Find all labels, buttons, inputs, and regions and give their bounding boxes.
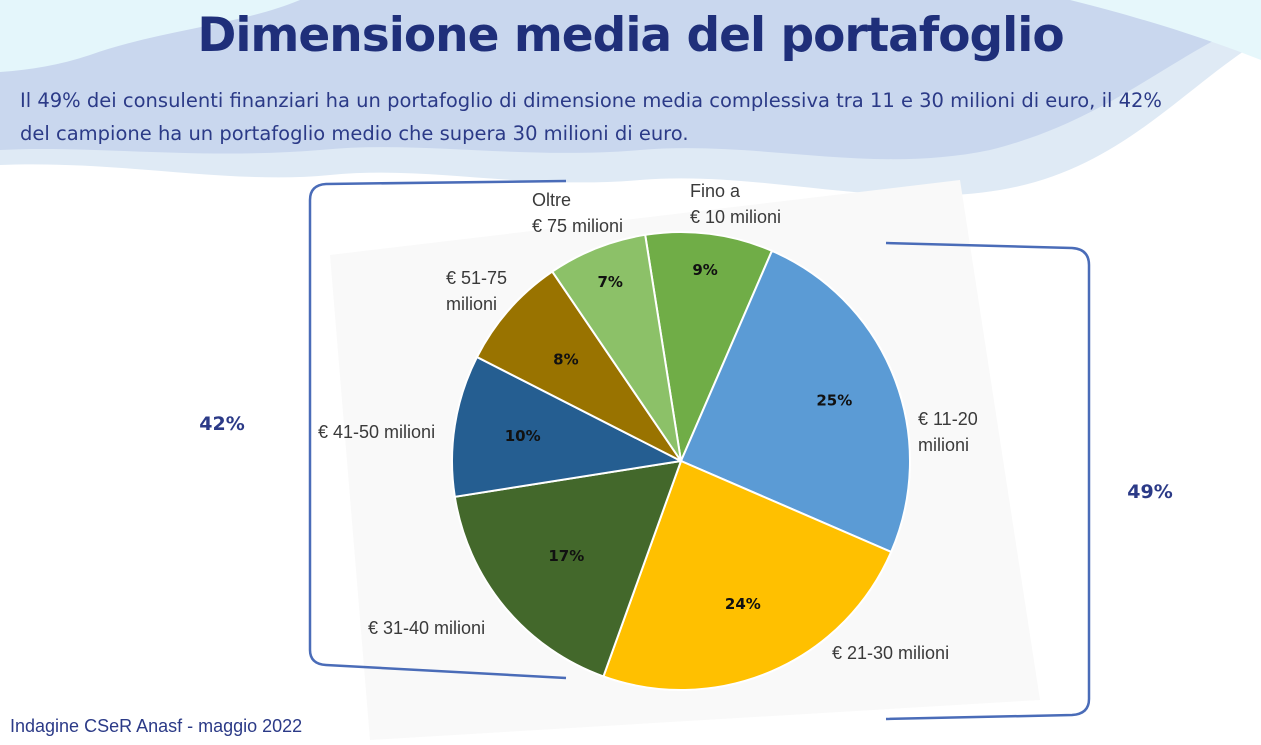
subtitle-line-2: del campione ha un portafoglio medio che…: [20, 122, 689, 145]
slice-value-label-41-50-milioni: 10%: [505, 427, 541, 445]
category-label-51-75-milioni: € 51-75 milioni: [446, 268, 507, 314]
category-label-21-30-milioni: € 21-30 milioni: [832, 643, 949, 663]
group-total-right: 49%: [1127, 481, 1172, 503]
category-label-31-40-milioni: € 31-40 milioni: [368, 618, 485, 638]
category-label-fino-a-10-milioni: Fino a € 10 milioni: [690, 181, 781, 227]
pie-slice-fino-a-10-milioni: [644, 231, 774, 465]
pie-slice-41-50-milioni: [451, 355, 685, 498]
pie-slice-51-75-milioni: [475, 270, 682, 462]
slice-value-label-21-30-milioni: 24%: [725, 595, 761, 613]
category-label-oltre-75-milioni: Oltre € 75 milioni: [532, 190, 623, 236]
pie-slice-11-20-milioni: [679, 249, 911, 554]
subtitle-line-1: Il 49% dei consulenti finanziari ha un p…: [20, 89, 1162, 112]
slice-value-label-31-40-milioni: 17%: [548, 547, 584, 565]
pie-slice-31-40-milioni: [453, 459, 683, 678]
pie-slice-21-30-milioni: [602, 459, 893, 691]
subtitle: Il 49% dei consulenti finanziari ha un p…: [20, 84, 1250, 150]
pie-slice-oltre-75-milioni: [550, 233, 682, 462]
slice-value-label-51-75-milioni: 8%: [553, 351, 578, 369]
source-note: Indagine CSeR Anasf - maggio 2022: [10, 716, 303, 736]
slice-value-label-fino-a-10-milioni: 9%: [692, 261, 717, 279]
category-label-41-50-milioni: € 41-50 milioni: [318, 422, 435, 442]
bracket-left: [308, 179, 567, 680]
bracket-right: [885, 241, 1091, 721]
slice-value-label-oltre-75-milioni: 7%: [597, 273, 622, 291]
slice-value-label-11-20-milioni: 25%: [816, 391, 852, 409]
page-title: Dimensione media del portafoglio: [197, 8, 1064, 63]
category-label-11-20-milioni: € 11-20 milioni: [918, 409, 978, 455]
group-total-left: 42%: [199, 413, 244, 435]
